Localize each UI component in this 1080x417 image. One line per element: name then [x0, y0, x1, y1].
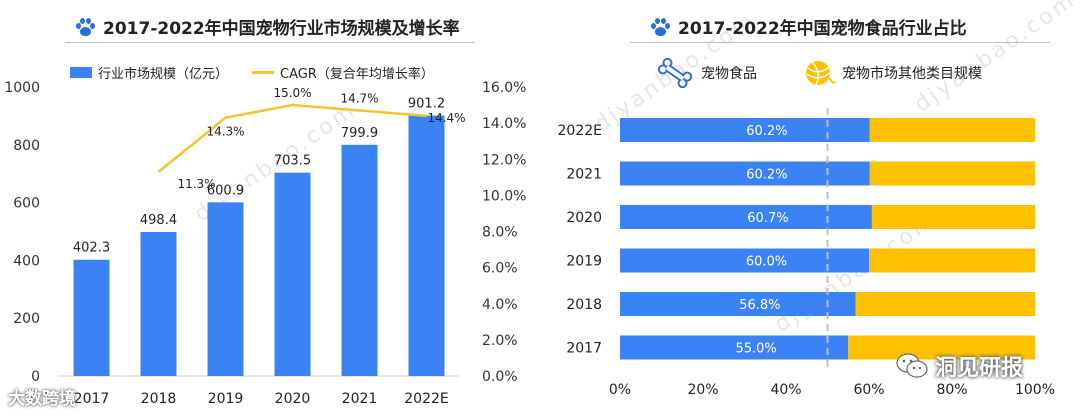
- brand-right-text: 洞见研报: [935, 356, 1024, 381]
- x-tick-label: 2018: [141, 391, 177, 407]
- legend-other-label: 宠物市场其他类目规模: [842, 66, 982, 82]
- y-tick-label: 0: [31, 369, 40, 385]
- y-tick-label: 200: [13, 311, 40, 327]
- x-tick-label: 100%: [1015, 382, 1055, 398]
- wechat-icon: [896, 353, 928, 378]
- title-underline: [630, 42, 1050, 43]
- bar-value-label: 498.4: [140, 213, 177, 228]
- y2-tick-label: 6.0%: [482, 261, 518, 277]
- legend-line-swatch: [252, 71, 274, 74]
- y-tick-label: 600: [13, 196, 40, 212]
- food-value-label: 56.8%: [739, 298, 780, 313]
- bar-value-label: 402.3: [73, 241, 110, 256]
- bar-value-label: 600.9: [207, 183, 244, 198]
- x-tick-label: 2017: [74, 391, 110, 407]
- bone-icon: [657, 58, 693, 88]
- y2-tick-label: 0.0%: [482, 369, 518, 385]
- x-tick-label: 2020: [275, 391, 311, 407]
- y-category-label: 2021: [566, 167, 602, 183]
- legend-line-label: CAGR（复合年均增长率）: [280, 67, 434, 82]
- left-chart-title-row: 2017-2022年中国宠物行业市场规模及增长率: [75, 14, 460, 39]
- y-tick-label: 1000: [4, 80, 40, 96]
- left-chart-title: 2017-2022年中国宠物行业市场规模及增长率: [103, 19, 460, 39]
- left-chart-svg: 0 200 400 600 800 1000 0.0% 2.0% 4.0% 6.0% 8.0% 10.…: [4, 80, 526, 407]
- cagr-value-label: 15.0%: [273, 86, 311, 100]
- other-bar: [869, 118, 1035, 142]
- y-category-label: 2017: [566, 341, 602, 357]
- x-tick-label: 60%: [853, 382, 884, 398]
- legend-other: 宠物市场其他类目规模: [802, 58, 982, 88]
- y2-tick-label: 2.0%: [482, 333, 518, 349]
- x-tick-label: 2021: [342, 391, 378, 407]
- legend-bar-swatch: [70, 67, 92, 78]
- legend-food: 宠物食品: [655, 58, 757, 88]
- legend-bar-label: 行业市场规模（亿元）: [98, 67, 229, 82]
- bar: [207, 202, 244, 376]
- bar-value-label: 703.5: [274, 154, 311, 169]
- paw-icon: [75, 17, 95, 37]
- x-tick-label: 40%: [770, 382, 801, 398]
- bar: [341, 144, 378, 376]
- food-bar: [620, 118, 870, 142]
- food-bar: [620, 335, 849, 360]
- other-bar: [869, 248, 1035, 273]
- food-value-label: 60.2%: [746, 168, 787, 183]
- x-tick-label: 2022E: [404, 391, 448, 407]
- cagr-value-label: 11.3%: [177, 177, 215, 191]
- right-chart-svg: 60.2% 2022E 60.2% 2021 60.7% 2020 60.0% 2019 56.…: [558, 108, 1055, 398]
- y2-tick-label: 8.0%: [482, 225, 518, 241]
- right-chart-panel: 2017-2022年中国宠物食品行业占比 宠物食品 宠物市场其他类目规模 60.…: [540, 0, 1080, 417]
- cagr-value-label: 14.7%: [340, 91, 378, 105]
- x-tick-label: 0%: [609, 382, 631, 398]
- yarn-ball-icon: [806, 61, 836, 86]
- food-value-label: 55.0%: [735, 342, 776, 357]
- bar-value-label: 799.9: [341, 126, 378, 141]
- y-category-label: 2022E: [558, 123, 602, 139]
- brand-logo-left: 大数跨境: [8, 384, 76, 409]
- paw-icon: [650, 17, 670, 37]
- y2-tick-label: 14.0%: [482, 116, 526, 132]
- cagr-value-label: 14.4%: [427, 111, 465, 125]
- x-tick-label: 20%: [687, 382, 718, 398]
- y2-tick-label: 12.0%: [482, 152, 526, 168]
- other-bar: [871, 205, 1035, 229]
- legend-line: CAGR（复合年均增长率）: [252, 63, 434, 82]
- food-value-label: 60.7%: [747, 211, 788, 226]
- y2-tick-label: 4.0%: [482, 297, 518, 313]
- legend-food-label: 宠物食品: [701, 66, 757, 82]
- y-category-label: 2020: [566, 210, 602, 226]
- y2-tick-label: 16.0%: [482, 80, 526, 96]
- food-bar: [620, 248, 869, 273]
- y2-tick-label: 10.0%: [482, 188, 526, 204]
- x-tick-label: 2019: [208, 391, 244, 407]
- left-chart-panel: 2017-2022年中国宠物行业市场规模及增长率 行业市场规模（亿元） CAGR…: [4, 14, 526, 407]
- y-category-label: 2018: [566, 297, 602, 313]
- food-bar: [620, 292, 856, 316]
- brand-logo-right: 洞见研报: [895, 350, 1023, 382]
- title-underline: [65, 42, 475, 43]
- y-tick-label: 400: [13, 253, 40, 269]
- bar: [408, 115, 445, 377]
- bar-value-label: 901.2: [408, 97, 445, 112]
- y-category-label: 2019: [566, 254, 602, 270]
- other-bar: [848, 335, 1035, 360]
- right-chart-title-row: 2017-2022年中国宠物食品行业占比: [650, 14, 967, 39]
- food-value-label: 60.2%: [746, 124, 787, 139]
- x-tick-label: 80%: [936, 382, 967, 398]
- legend-bar: 行业市场规模（亿元）: [70, 63, 228, 82]
- other-bar: [855, 292, 1035, 316]
- bar: [73, 259, 110, 376]
- cagr-line: [157, 103, 427, 173]
- other-bar: [869, 161, 1035, 186]
- brand-left-text: 大数跨境: [8, 389, 76, 409]
- y-tick-label: 800: [13, 138, 40, 154]
- cagr-value-label: 14.3%: [206, 125, 244, 139]
- food-bar: [620, 205, 872, 229]
- food-bar: [620, 161, 870, 186]
- bar: [274, 172, 311, 376]
- right-chart-title: 2017-2022年中国宠物食品行业占比: [678, 19, 967, 39]
- bar: [140, 231, 177, 376]
- food-value-label: 60.0%: [746, 255, 787, 270]
